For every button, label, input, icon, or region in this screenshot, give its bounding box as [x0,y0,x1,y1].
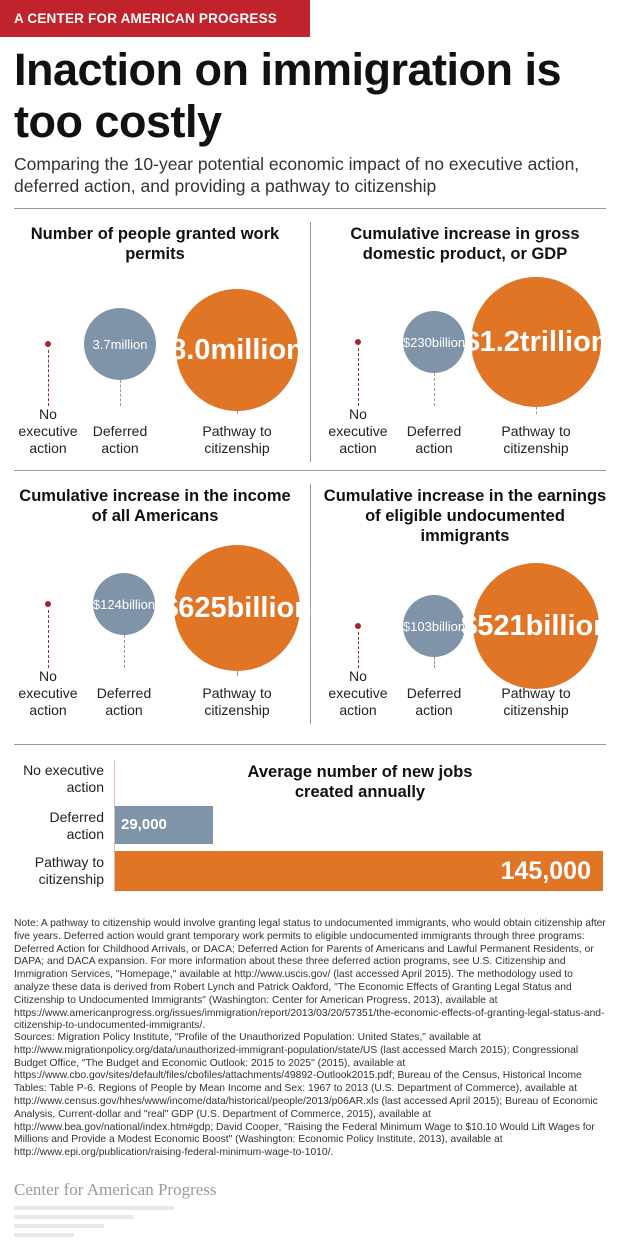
pathway-bubble: $1.2 trillion [463,277,609,407]
no-exec-stem [48,350,49,406]
divider-top [14,208,606,209]
divider-vertical-middle [310,484,311,724]
jobs-axis [114,760,115,892]
flag-stripe-4 [14,1233,74,1237]
label-deferred-action: Deferred action [406,423,462,456]
no-exec-dot [45,341,51,347]
panel-title: Cumulative increase in the earnings of e… [323,487,607,545]
label-pathway-to-citizenship: Pathway to citizenship [202,685,272,718]
flag-stripe-1 [14,1206,174,1210]
label-deferred-action: Deferred action [96,685,152,718]
footer-logo: Center for American Progress [14,1180,217,1199]
deferred-bubble: $124 billion [93,573,155,635]
pathway-stem [237,411,238,414]
pathway-bubble: $521 billion [461,563,611,689]
panel-title: Number of people granted work permits [30,225,280,263]
no-exec-stem [48,610,49,668]
panel-income: Cumulative increase in the income of all… [0,470,312,740]
panel-work-permits: Number of people granted work permits 3.7… [0,208,310,478]
headline: Inaction on immigration is too costly [14,44,562,147]
pathway-bubble: $625 billion [162,545,312,671]
deferred-bubble: $103 billion [403,595,465,657]
subhead: Comparing the 10-year potential economic… [14,154,580,196]
graphic-tag: A CENTER FOR AMERICAN PROGRESS GRAPHIC [0,0,310,63]
bar-value-label: 29,000 [121,816,167,833]
flag-stripe-2 [14,1215,134,1219]
divider-vertical-top [310,222,311,462]
bar [115,851,603,891]
deferred-stem [434,373,435,406]
deferred-bubble: 3.7 million [84,308,156,380]
label-deferred-action: Deferred action [406,685,462,718]
pathway-bubble: 8.0 million [170,289,304,411]
deferred-stem [120,380,121,406]
label-pathway-to-citizenship: Pathway to citizenship [202,423,272,456]
bar-label: Deferred action [49,809,104,842]
divider-middle [14,470,606,471]
pathway-stem [536,407,537,414]
panel-title: Cumulative increase in gross domestic pr… [350,225,580,263]
no-exec-dot [45,601,51,607]
flag-stripe-3 [14,1224,104,1228]
panel-earnings: Cumulative increase in the earnings of e… [310,470,620,740]
deferred-bubble: $230 billion [403,311,465,373]
label-pathway-to-citizenship: Pathway to citizenship [501,423,571,456]
panel-title: Cumulative increase in the income of all… [19,487,291,525]
note-text: Note: A pathway to citizenship would inv… [14,918,606,1032]
divider-bottom [14,744,606,745]
label-pathway-to-citizenship: Pathway to citizenship [501,685,571,718]
pathway-stem [237,671,238,676]
panel-gdp: Cumulative increase in gross domestic pr… [310,208,620,478]
no-exec-stem [358,348,359,406]
jobs-chart-title: Average number of new jobs created annua… [247,763,473,801]
deferred-stem [434,657,435,668]
deferred-stem [124,635,125,668]
bar [115,806,213,844]
sources-text: Sources: Migration Policy Institute, "Pr… [14,1032,598,1159]
label-no-executive-action: No executive action [328,406,388,456]
label-no-executive-action: No executive action [18,668,78,718]
bar-value-label: 145,000 [500,857,591,885]
bar-label: Pathway to citizenship [34,854,104,887]
no-exec-dot [355,339,361,345]
label-no-executive-action: No executive action [18,406,78,456]
label-no-executive-action: No executive action [328,668,388,718]
no-exec-stem [358,632,359,668]
no-exec-dot [355,623,361,629]
label-deferred-action: Deferred action [92,423,148,456]
bar-label: No executive action [23,762,104,795]
